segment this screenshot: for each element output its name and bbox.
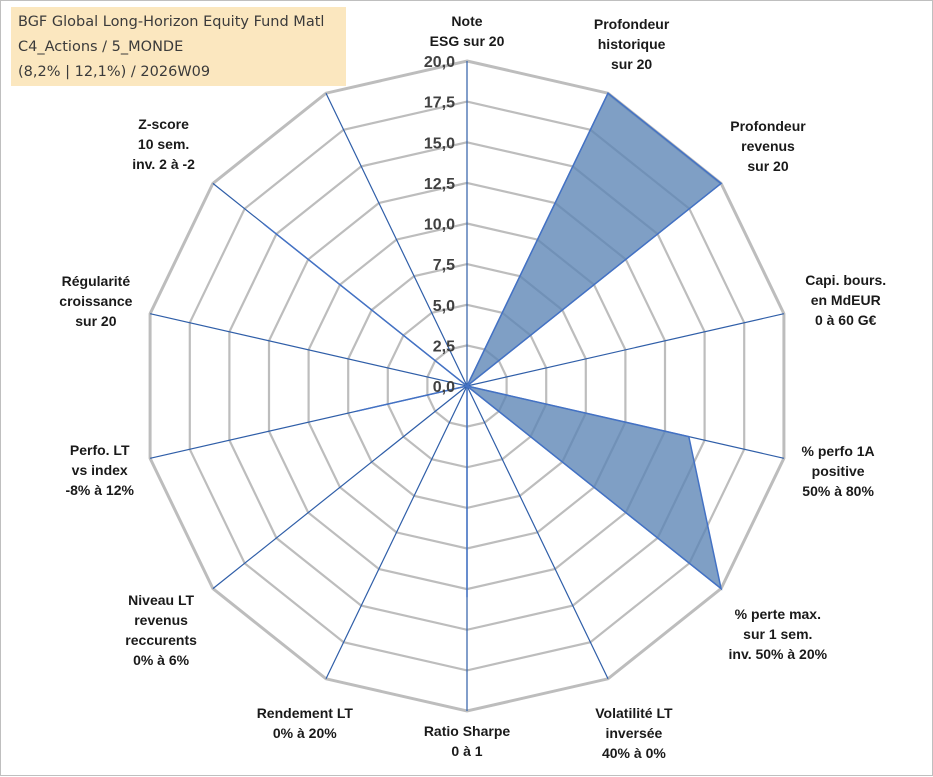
tick-label: 17,5 (424, 95, 455, 112)
axis-label: Note ESG sur 20 (430, 11, 505, 51)
axis-label: Régularité croissance sur 20 (59, 271, 132, 331)
axis-spoke (466, 385, 609, 680)
axis-label-line: vs index (71, 461, 128, 478)
axis-label-line: Profondeur (730, 118, 806, 134)
axis-label-line: 0 à 1 (451, 743, 483, 759)
axis-label-line: historique (597, 36, 666, 53)
fund-stats-week: (8,2% | 12,1%) / 2026W09 (18, 64, 211, 80)
axis-label-line: sur 1 sem. (743, 625, 813, 642)
axis-label-line: sur 20 (75, 313, 117, 330)
axis-label: % perte max. sur 1 sem. inv. 50% à 20% (729, 604, 828, 664)
axis-spoke (149, 313, 468, 387)
axis-label-line: Niveau LT (128, 591, 195, 608)
axis-label-line: 0 à 60 G€ (814, 311, 877, 328)
series-area (263, 92, 723, 598)
axis-label: Niveau LT revenus reccurents 0% à 6% (125, 590, 197, 670)
tick-label: 7,5 (433, 257, 455, 274)
axis-label-line: -8% à 12% (65, 481, 134, 498)
axis-label-line: Rendement LT (256, 704, 353, 721)
axis-label-line: Perfo. LT (69, 441, 130, 458)
fund-category: C4_Actions / 5_MONDE (18, 39, 184, 55)
axis-label-line: revenus (741, 138, 795, 154)
axis-label-line: Régularité (61, 273, 131, 290)
axis-label: Volatilité LT inversée 40% à 0% (595, 703, 672, 763)
axis-label: Ratio Sharpe 0 à 1 (424, 721, 510, 761)
axis-label-line: sur 20 (610, 56, 653, 73)
axis-label-line: 40% à 0% (601, 744, 666, 761)
axis-label-line: reccurents (125, 631, 197, 648)
tick-label: 10,0 (424, 217, 455, 234)
axis-label: Capi. bours. en MdEUR 0 à 60 G€ (805, 270, 886, 330)
axis-label-line: inversée (605, 724, 663, 741)
axis-spoke (325, 92, 468, 387)
axis-label-line: en MdEUR (810, 291, 881, 308)
axis-label-line: % perte max. (734, 605, 821, 622)
fund-name: BGF Global Long-Horizon Equity Fund Matl (18, 14, 325, 30)
axis-label-line: 50% à 80% (802, 482, 874, 499)
axis-spoke (325, 385, 468, 680)
axis-label-line: 10 sem. (137, 136, 190, 152)
axis-label: Z-score 10 sem. inv. 2 à -2 (132, 114, 195, 174)
axis-label-line: revenus (134, 611, 188, 628)
axis-spoke (466, 313, 785, 387)
axis-label-line: positive (811, 462, 865, 479)
tick-label: 15,0 (424, 135, 455, 152)
axis-label: Rendement LT 0% à 20% (257, 703, 353, 743)
radial-tick-labels: 0,0 2,5 5,0 7,5 10,0 12,5 15,0 17,5 20,0 (424, 54, 455, 396)
axis-label-line: inv. 50% à 20% (728, 645, 828, 662)
axis-label-line: 0% à 20% (272, 724, 337, 741)
axis-label: Profondeur revenus sur 20 (730, 116, 805, 176)
axis-label-line: Z-score (138, 116, 189, 132)
axis-spoke (212, 385, 468, 590)
axis-label: Profondeur historique sur 20 (594, 14, 669, 74)
axis-label-line: Volatilité LT (595, 704, 673, 721)
tick-label: 12,5 (424, 176, 455, 193)
tick-label: 20,0 (424, 54, 455, 71)
axis-label-line: inv. 2 à -2 (132, 156, 195, 172)
axis-label: % perfo 1A positive 50% à 80% (802, 441, 875, 501)
axis-label-line: sur 20 (747, 158, 789, 174)
axis-label-line: Note (451, 13, 483, 29)
axis-label-line: 0% à 6% (133, 651, 190, 668)
tick-label: 2,5 (433, 338, 455, 355)
radar-series (263, 92, 723, 598)
tick-label: 0,0 (433, 379, 455, 396)
title-box: BGF Global Long-Horizon Equity Fund Matl… (11, 7, 346, 86)
axis-label-line: croissance (59, 293, 133, 310)
axis-label-line: ESG sur 20 (429, 33, 505, 49)
axis-label-line: Capi. bours. (805, 271, 887, 288)
axis-label-line: Profondeur (593, 16, 670, 33)
axis-label-line: Ratio Sharpe (423, 723, 511, 739)
axis-label-line: % perfo 1A (801, 442, 875, 459)
axis-label: Perfo. LT vs index -8% à 12% (65, 440, 133, 500)
tick-label: 5,0 (433, 298, 455, 315)
